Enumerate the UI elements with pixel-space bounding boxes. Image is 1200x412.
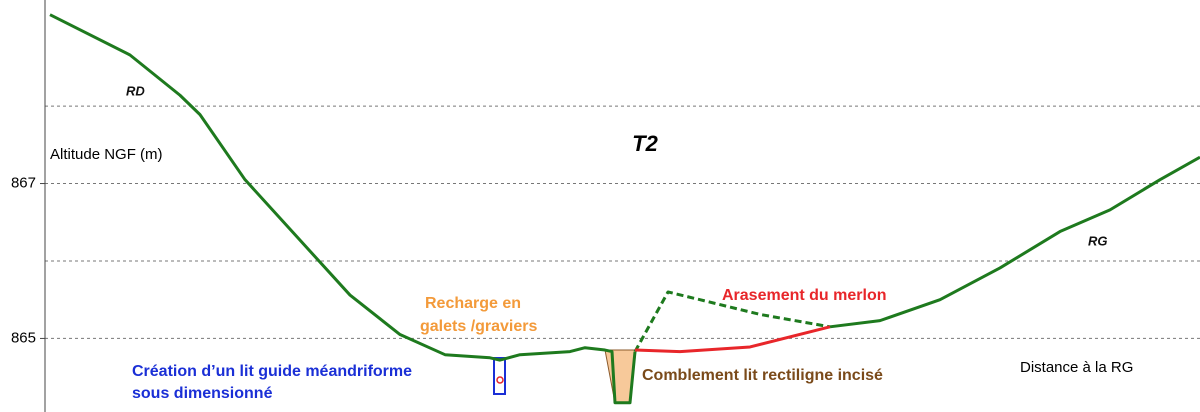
annotation: Comblement lit rectiligne incisé — [642, 367, 883, 384]
annotation: Recharge en — [425, 295, 521, 312]
marker — [496, 376, 504, 384]
annotation: RD — [126, 83, 145, 98]
annotation: RG — [1088, 233, 1108, 248]
annotation: Arasement du merlon — [722, 287, 886, 304]
chart-title: T2 — [632, 131, 658, 156]
x-axis-label: Distance à la RG — [1020, 359, 1133, 376]
y-axis-label: Altitude NGF (m) — [50, 146, 163, 163]
y-tick-label: 865 — [11, 329, 36, 346]
annotation: sous dimensionné — [132, 385, 273, 402]
profile-line — [49, 13, 1200, 405]
guide-channel — [493, 357, 506, 395]
profile-line — [634, 325, 831, 354]
annotation: Création d’un lit guide méandriforme — [132, 363, 412, 380]
profile-line — [633, 290, 831, 353]
y-tick-label: 867 — [11, 175, 36, 192]
annotation: galets /graviers — [420, 318, 538, 335]
